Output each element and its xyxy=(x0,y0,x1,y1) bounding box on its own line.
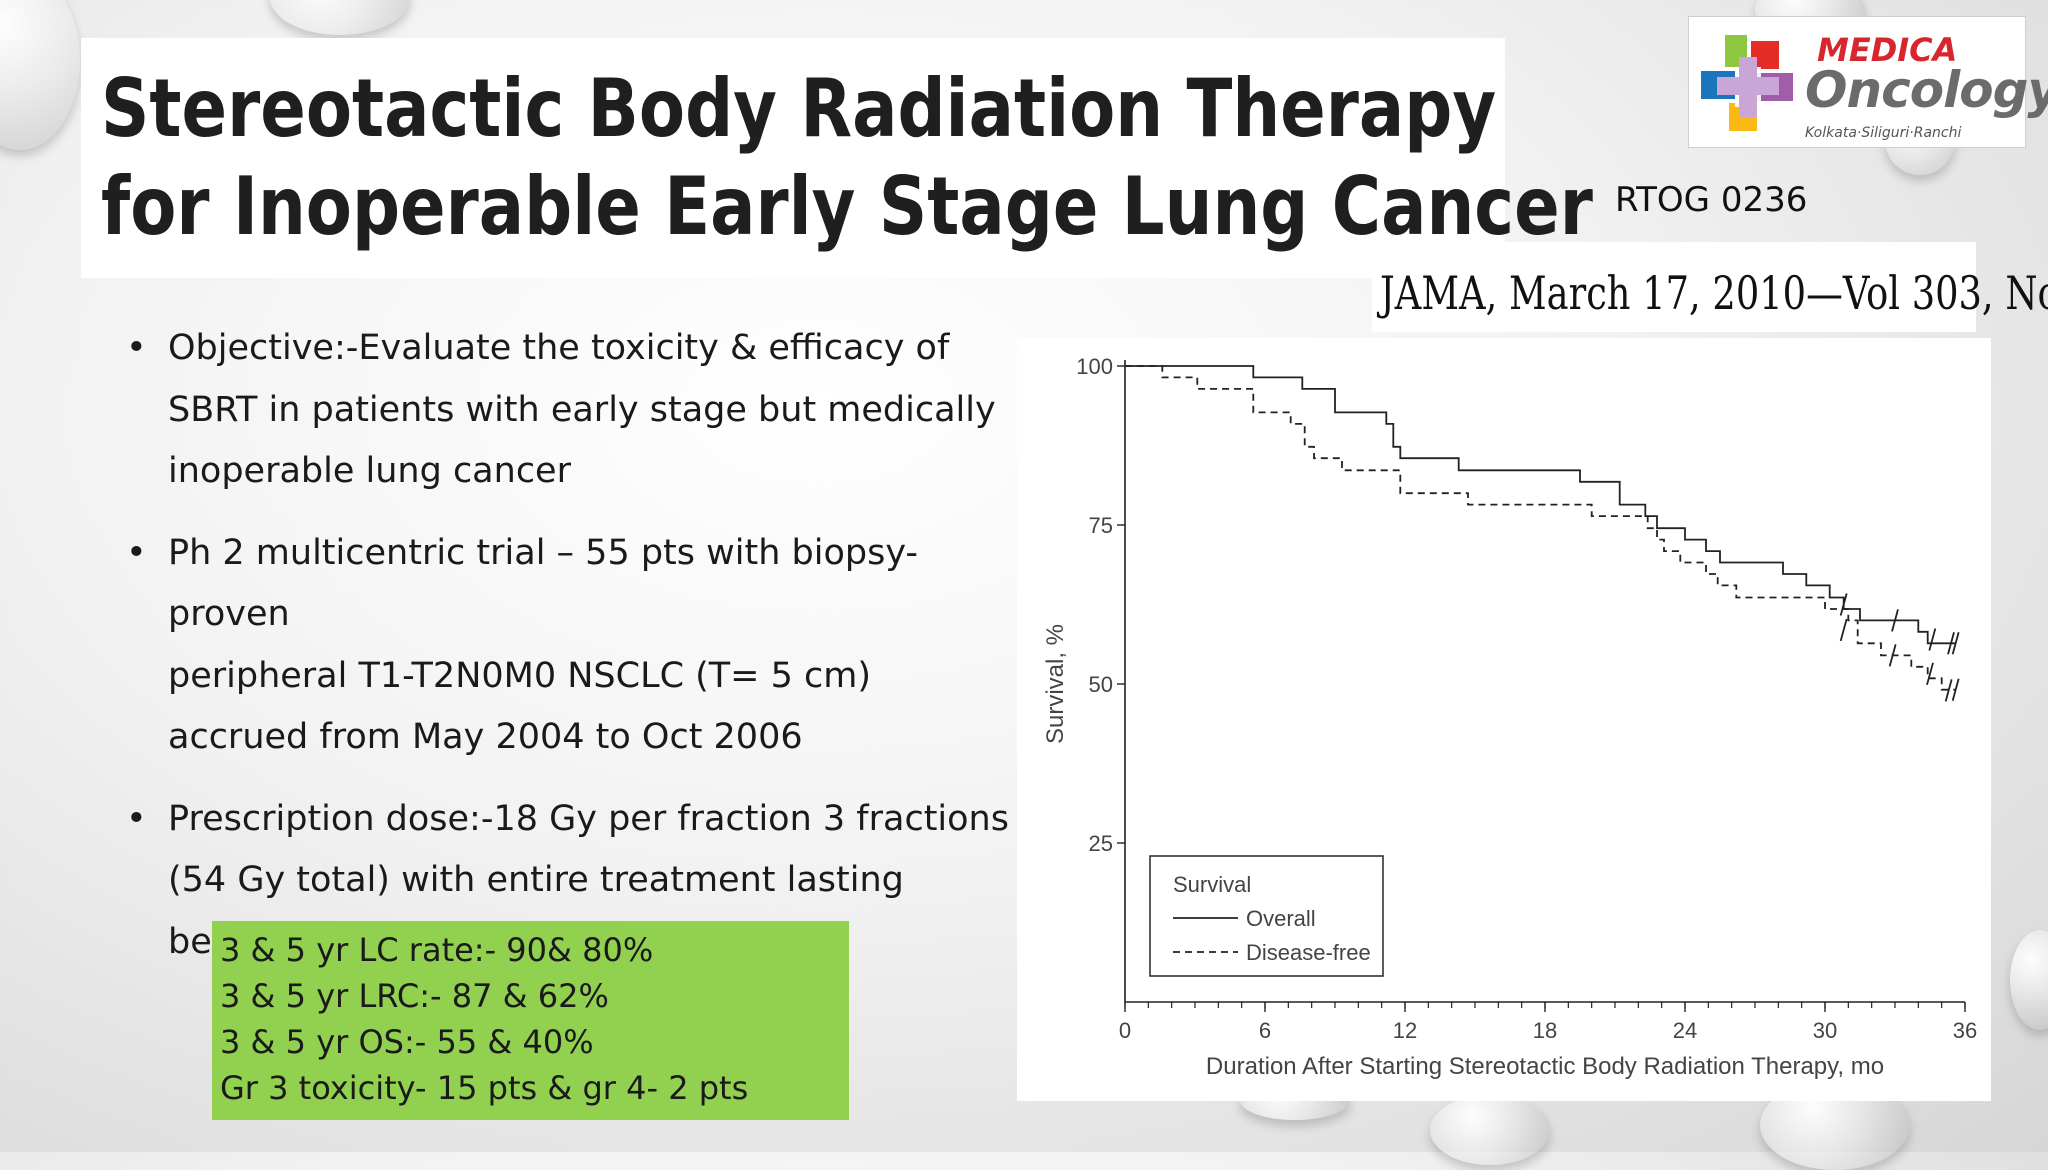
y-tick-label: 100 xyxy=(1076,354,1113,379)
results-box: 3 & 5 yr LC rate:- 90& 80% 3 & 5 yr LRC:… xyxy=(212,921,849,1120)
citation: JAMA, March 17, 2010—Vol 303, No. 11 xyxy=(1380,266,2048,320)
x-tick-label: 12 xyxy=(1393,1018,1417,1043)
y-tick-label: 25 xyxy=(1089,831,1113,856)
result-line: Gr 3 toxicity- 15 pts & gr 4- 2 pts xyxy=(220,1069,749,1107)
censor-mark xyxy=(1926,662,1934,686)
censor-mark xyxy=(1951,678,1960,701)
x-tick-label: 24 xyxy=(1673,1018,1697,1043)
result-line: 3 & 5 yr OS:- 55 & 40% xyxy=(220,1023,594,1061)
bullet-trial-design: • Ph 2 multicentric trial – 55 pts with … xyxy=(126,523,1026,769)
decorative-droplet xyxy=(0,0,80,150)
bullet-line: Ph 2 multicentric trial – 55 pts with bi… xyxy=(168,532,919,635)
decorative-droplet xyxy=(270,0,410,35)
censor-mark xyxy=(1839,618,1848,642)
medica-oncology-logo: MEDICA Oncology Kolkata·Siliguri·Ranchi xyxy=(1688,16,2048,148)
bullet-line: inoperable lung cancer xyxy=(168,451,571,491)
censor-mark xyxy=(1839,593,1848,616)
censor-mark xyxy=(1891,609,1899,632)
legend-box xyxy=(1149,855,1384,977)
x-tick-label: 36 xyxy=(1953,1018,1977,1043)
bullet-line: Objective:-Evaluate the toxicity & effic… xyxy=(168,328,950,368)
logo-locations: Kolkata·Siliguri·Ranchi xyxy=(1805,125,1962,141)
bullet-dot: • xyxy=(126,328,147,368)
bullet-dot: • xyxy=(126,532,147,573)
bullet-dot: • xyxy=(126,798,147,839)
x-tick-label: 0 xyxy=(1119,1018,1131,1043)
x-tick-label: 6 xyxy=(1259,1018,1271,1043)
bullet-objective: • Objective:-Evaluate the toxicity & eff… xyxy=(126,318,1026,503)
logo-brand: MEDICA xyxy=(1817,31,1958,69)
y-tick-label: 75 xyxy=(1089,513,1113,538)
bullet-line: SBRT in patients with early stage but me… xyxy=(168,389,996,430)
series-line-disease-free xyxy=(1125,365,1956,691)
x-tick-label: 18 xyxy=(1533,1018,1557,1043)
x-tick-label: 30 xyxy=(1813,1018,1837,1043)
result-line: 3 & 5 yr LC rate:- 90& 80% xyxy=(220,931,654,969)
medical-cross-icon xyxy=(1701,35,1793,131)
survival-chart: 0 6 12 18 24 30 36 25 50 75 100 Duration After Star… xyxy=(1017,338,1991,1101)
page-title-line-1: Stereotactic Body Radiation Therapy xyxy=(101,62,1497,155)
censor-mark xyxy=(1944,679,1953,702)
page-title-line-2: for Inoperable Early Stage Lung Cancer xyxy=(101,160,1593,253)
citation-box: JAMA, March 17, 2010—Vol 303, No. 11 xyxy=(1372,242,2048,332)
y-tick-label: 50 xyxy=(1089,672,1113,697)
result-line: 3 & 5 yr LRC:- 87 & 62% xyxy=(220,977,609,1015)
decorative-droplet xyxy=(1430,1095,1550,1165)
bullet-line: (54 Gy total) with entire treatment last… xyxy=(168,860,904,900)
censor-mark xyxy=(1928,628,1937,651)
bullet-line: accrued from May 2004 to Oct 2006 xyxy=(168,717,803,757)
survival-chart-svg: 0 6 12 18 24 30 36 25 50 75 100 Duration After Star… xyxy=(1042,354,1977,1080)
logo-name: Oncology xyxy=(1805,61,2048,119)
decorative-droplet xyxy=(2010,930,2048,1030)
title-box: Stereotactic Body Radiation Therapy for … xyxy=(81,38,1593,278)
y-axis-label: Survival, % xyxy=(1042,624,1069,744)
legend-entry: Overall xyxy=(1246,906,1316,931)
legend-title: Survival xyxy=(1173,872,1251,897)
censor-mark xyxy=(1947,632,1955,655)
bullet-list: • Objective:-Evaluate the toxicity & eff… xyxy=(126,318,1026,993)
bullet-line: peripheral T1-T2N0M0 NSCLC (T= 5 cm) xyxy=(168,655,872,696)
censor-mark xyxy=(1951,632,1960,655)
trial-label: RTOG 0236 xyxy=(1615,180,1808,220)
censor-mark xyxy=(1888,644,1897,667)
x-axis-label: Duration After Starting Stereotactic Bod… xyxy=(1206,1053,1884,1080)
legend-entry: Disease-free xyxy=(1246,940,1371,965)
bullet-line: Prescription dose:-18 Gy per fraction 3 … xyxy=(168,798,1009,839)
